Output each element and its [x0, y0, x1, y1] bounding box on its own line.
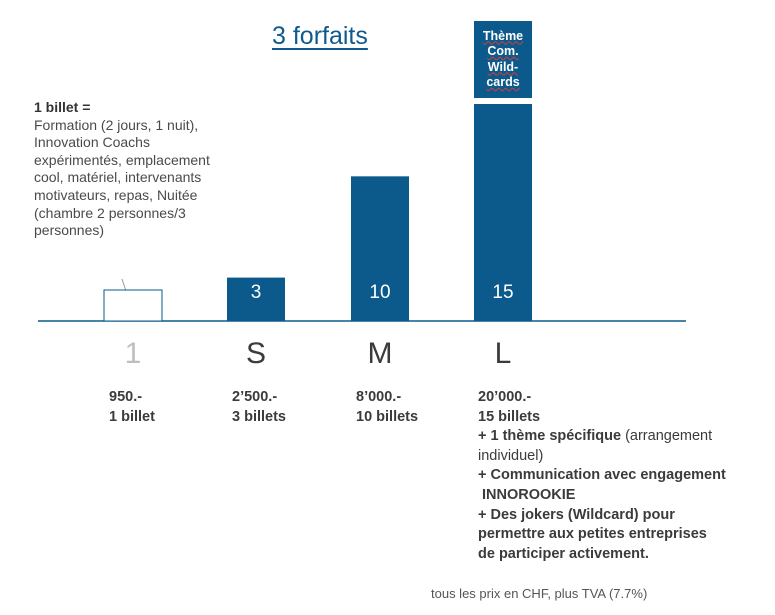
price-line: 15 billets [478, 408, 541, 425]
package-extra-line: + Communication avec engagement [478, 467, 726, 484]
category-label-S: S [245, 337, 266, 370]
price-line: 2’500.- [232, 389, 278, 405]
package-extra-line: de participer activement. [478, 545, 649, 562]
theme-box-line: Wild- [487, 59, 519, 74]
price-line: 3 billets [232, 408, 286, 425]
bar-value-label: 10 [369, 282, 390, 303]
price-line: 950.- [109, 389, 143, 405]
package-extra-line: + Des jokers (Wildcard) pour [478, 506, 675, 523]
price-block-1: 950.- 1 billet [109, 388, 155, 427]
package-extra-line: individuel) [478, 447, 544, 464]
price-line: 8’000.- [356, 389, 402, 405]
price-block-L: 20’000.- 15 billets + 1 thème spécifique (… [478, 388, 726, 564]
bar-1 [103, 289, 163, 322]
price-block-S: 2’500.- 3 billets [232, 388, 286, 427]
ticket-description-head: 1 billet = [34, 99, 91, 115]
package-extra-line: + 1 thème spécifique (arrangement [478, 428, 713, 445]
theme-com-wildcards-box: Thème Com. Wild- cards [474, 21, 532, 98]
theme-box-line: Com. [487, 44, 519, 58]
category-label-L: L [494, 337, 512, 370]
category-label-1: 1 [124, 337, 142, 370]
page-title: 3 forfaits [272, 22, 368, 50]
theme-box-line: cards [486, 75, 520, 89]
price-line: 20’000.- [478, 389, 532, 405]
price-line: 1 billet [109, 408, 155, 425]
bar-L [474, 104, 532, 321]
package-extra-line: INNOROOKIE [478, 486, 576, 503]
bar-value-label: 15 [492, 282, 513, 303]
price-line: 10 billets [356, 408, 419, 425]
footnote: tous les prix en CHF, plus TVA (7.7%) [431, 586, 648, 601]
bar-M [351, 176, 409, 321]
bar-value-label: 3 [251, 282, 262, 303]
category-label-M: M [367, 337, 393, 370]
theme-box-line: Thème [482, 28, 524, 43]
ticket-description: 1 billet = Formation (2 jours, 1 nuit), … [34, 99, 234, 240]
bar-S [227, 277, 285, 321]
ticket-description-body: Formation (2 jours, 1 nuit), Innovation … [34, 116, 210, 239]
package-extra-line: permettre aux petites entreprises [478, 526, 707, 543]
price-block-M: 8’000.- 10 billets [356, 388, 418, 427]
